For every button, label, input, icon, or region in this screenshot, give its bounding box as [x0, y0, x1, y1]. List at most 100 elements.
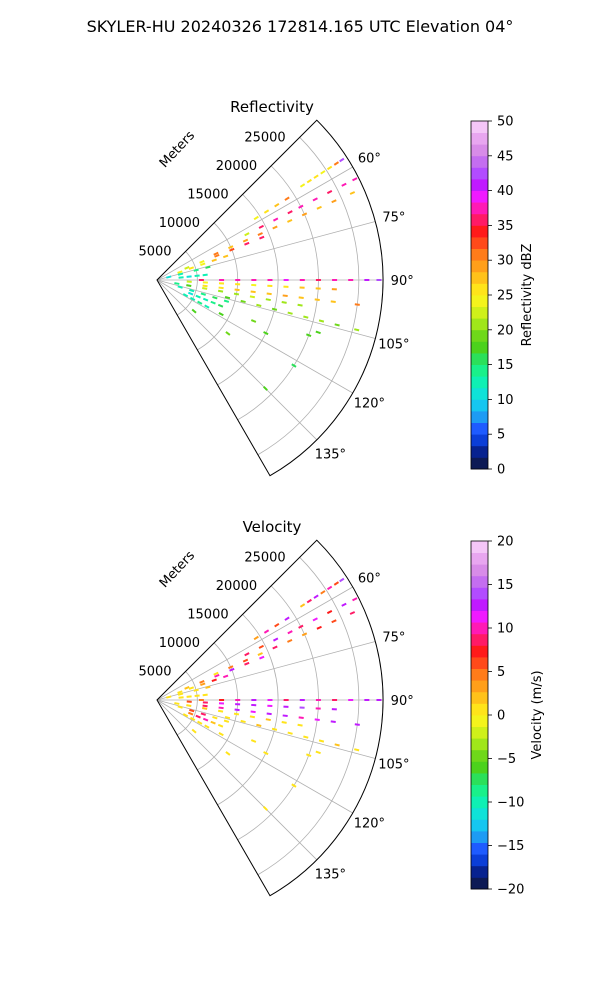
data-point [198, 279, 204, 281]
data-point [315, 287, 321, 290]
azimuth-tick-label: 60° [358, 571, 381, 586]
data-point [364, 279, 370, 281]
velocity-radial-label: Meters [157, 548, 198, 591]
data-point [210, 300, 216, 305]
data-point [320, 170, 326, 175]
data-point [282, 714, 288, 718]
data-point [244, 232, 250, 237]
data-point [177, 285, 183, 289]
data-point [258, 224, 264, 229]
data-point [234, 708, 240, 712]
data-point [348, 279, 354, 281]
data-point [299, 286, 305, 289]
data-point [224, 295, 231, 300]
data-point [244, 241, 250, 246]
colorbar-tick-label: 45 [497, 149, 514, 164]
data-point [354, 748, 360, 752]
velocity-azimuth-ticks: 60° 75° 90° 105° 120° 135° [315, 571, 414, 882]
data-point [299, 706, 305, 709]
data-point [283, 699, 289, 701]
data-point [274, 622, 280, 628]
data-point [376, 279, 382, 281]
data-point [218, 706, 224, 710]
data-point [250, 739, 257, 743]
grid-spoke [156, 641, 376, 701]
grid-spoke [156, 699, 318, 861]
data-point [235, 279, 241, 281]
data-point [223, 299, 230, 303]
data-point [297, 723, 303, 727]
data-point [263, 629, 270, 634]
data-point [189, 288, 195, 293]
colorbar-tick-label: 0 [497, 709, 505, 724]
data-point [211, 258, 217, 263]
data-point [315, 699, 321, 701]
data-point [376, 699, 382, 701]
reflectivity-panel: Reflectivity 5000 10000 15000 20000 25000 60… [138, 98, 535, 478]
data-point [306, 753, 312, 758]
data-point [297, 303, 303, 307]
data-point [200, 682, 206, 686]
data-point [298, 716, 304, 720]
data-point [177, 272, 184, 276]
colorbar-segment [471, 422, 488, 435]
colorbar-segment [471, 387, 488, 400]
grid-spoke [156, 279, 353, 394]
data-point [223, 719, 230, 723]
data-point [211, 678, 217, 683]
data-point [186, 275, 192, 278]
data-point [213, 671, 219, 676]
data-point [249, 715, 256, 719]
data-point [326, 585, 333, 591]
colorbar-tick-label: 15 [497, 358, 514, 373]
data-point [299, 699, 305, 701]
grid-arc [176, 671, 198, 736]
data-point [301, 632, 308, 637]
data-point [352, 177, 358, 182]
data-point [291, 363, 297, 368]
data-point [189, 708, 195, 713]
data-point [299, 603, 306, 608]
data-point [316, 625, 322, 630]
colorbar-segment [471, 121, 488, 133]
colorbar-segment [471, 610, 488, 623]
colorbar-segment [471, 283, 488, 296]
sector-frame [156, 119, 384, 477]
data-point [312, 197, 318, 202]
grid-spoke [156, 166, 353, 281]
data-point [284, 616, 290, 621]
data-point [263, 209, 270, 214]
data-point [204, 724, 210, 729]
data-point [333, 161, 340, 166]
data-point [189, 716, 196, 722]
colorbar-segment [471, 202, 488, 215]
radial-tick-label: 5000 [138, 664, 171, 679]
data-point [284, 196, 290, 201]
data-point [258, 644, 264, 649]
data-point [217, 289, 224, 293]
colorbar-segment [471, 376, 488, 389]
data-point [187, 291, 194, 296]
data-point [312, 617, 318, 622]
data-point [267, 284, 273, 288]
data-point [235, 283, 241, 286]
velocity-frame [156, 539, 384, 897]
data-point [188, 266, 195, 270]
data-point [250, 710, 256, 714]
data-point [298, 296, 304, 300]
data-point [166, 695, 172, 699]
data-point [186, 695, 192, 698]
colorbar-segment [471, 179, 488, 191]
colorbar-tick-label: 15 [497, 578, 514, 593]
data-point [332, 279, 338, 281]
data-point [177, 690, 183, 694]
data-point [193, 688, 199, 692]
data-point [339, 157, 345, 163]
data-point [315, 707, 321, 710]
colorbar-segment [471, 155, 488, 168]
data-point [217, 709, 224, 713]
data-point [202, 717, 209, 722]
colorbar-segment [471, 715, 488, 727]
data-point [314, 718, 320, 721]
colorbar-segment [471, 541, 488, 553]
